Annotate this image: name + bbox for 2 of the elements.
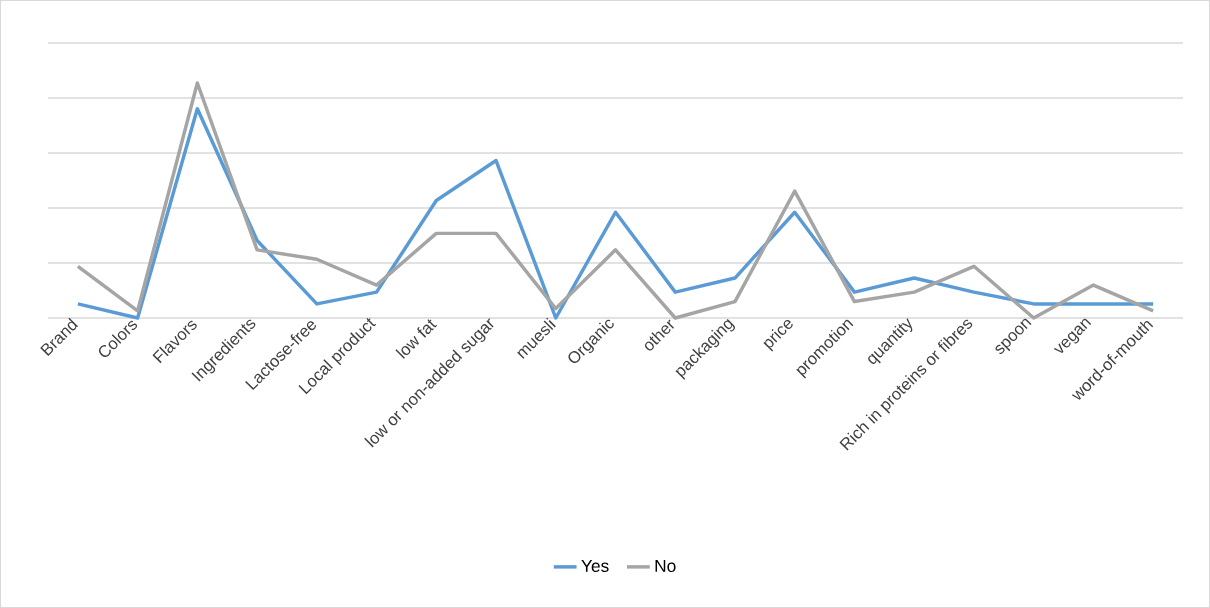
legend-label: No: [655, 559, 676, 573]
legend-label: Yes: [581, 559, 609, 573]
